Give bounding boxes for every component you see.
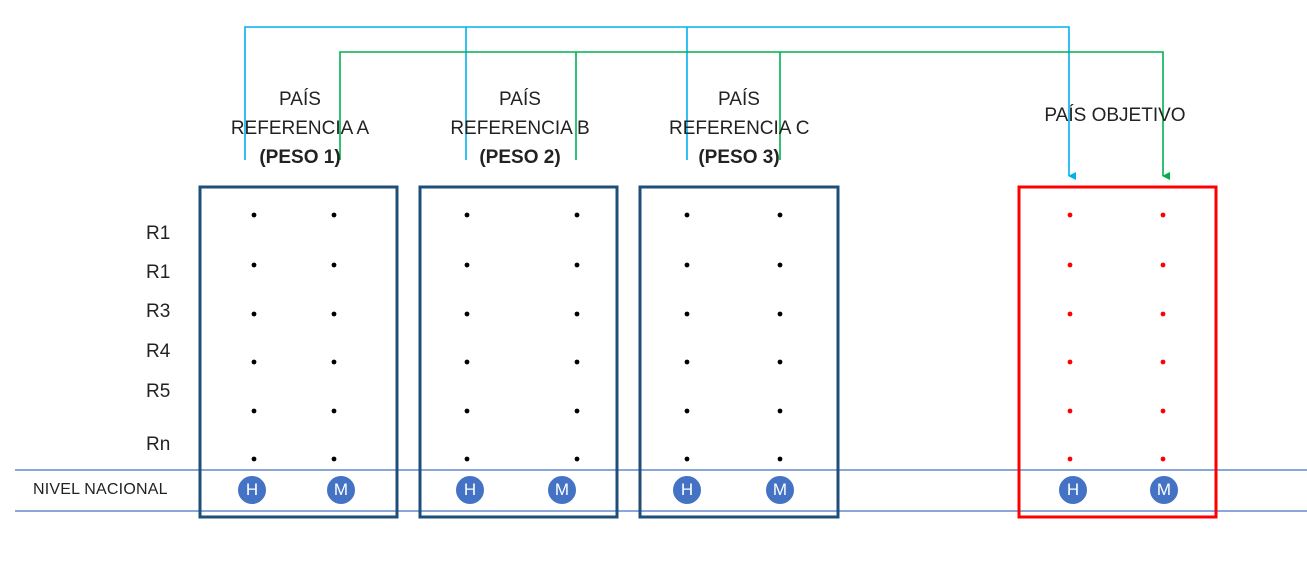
row-label: R5 <box>146 381 171 402</box>
dot-c-male <box>684 262 690 268</box>
dot-c-female <box>777 456 783 462</box>
dot-c-female <box>777 359 783 365</box>
female-circle-target: M <box>1149 475 1179 505</box>
dot-a-male <box>251 359 257 365</box>
dot-c-male <box>684 311 690 317</box>
dot-target-male <box>1067 311 1073 317</box>
dot-target-female <box>1160 262 1166 268</box>
dot-b-female <box>574 212 580 218</box>
row-label: R1 <box>146 262 171 283</box>
dot-a-male <box>251 262 257 268</box>
country-c-label-line2: REFERENCIA C <box>669 118 810 139</box>
dot-a-male <box>251 408 257 414</box>
female-circle-b: M <box>547 475 577 505</box>
dot-target-female <box>1160 311 1166 317</box>
dot-c-female <box>777 408 783 414</box>
dot-b-male <box>464 359 470 365</box>
dot-b-male <box>464 408 470 414</box>
dot-b-female <box>574 408 580 414</box>
country-a-weight: (PESO 1) <box>259 147 341 168</box>
country-b-weight: (PESO 2) <box>479 147 561 168</box>
dot-target-female <box>1160 212 1166 218</box>
dot-b-female <box>574 311 580 317</box>
country-c-label-line1: PAÍS <box>718 89 760 110</box>
dot-c-male <box>684 456 690 462</box>
dot-b-female <box>574 456 580 462</box>
national-level-label: NIVEL NACIONAL <box>33 481 168 498</box>
dot-c-male <box>684 408 690 414</box>
dot-target-male <box>1067 408 1073 414</box>
dot-a-female <box>331 456 337 462</box>
dot-c-female <box>777 212 783 218</box>
dot-c-female <box>777 311 783 317</box>
dot-c-male <box>684 359 690 365</box>
dot-c-male <box>684 212 690 218</box>
target-country-label: PAÍS OBJETIVO <box>1044 105 1186 126</box>
green-connector-line <box>339 51 1170 180</box>
country-b-label-line1: PAÍS <box>499 89 541 110</box>
blue-connector-line <box>244 26 1076 180</box>
country-b-label-line2: REFERENCIA B <box>450 118 590 139</box>
dot-a-female <box>331 359 337 365</box>
row-label: R3 <box>146 301 171 322</box>
male-circle-c: H <box>672 475 702 505</box>
region-dots <box>251 212 1166 462</box>
dot-target-male <box>1067 262 1073 268</box>
dot-target-male <box>1067 212 1073 218</box>
dot-b-female <box>574 262 580 268</box>
dot-c-female <box>777 262 783 268</box>
dot-a-male <box>251 311 257 317</box>
dot-b-male <box>464 311 470 317</box>
dot-target-male <box>1067 456 1073 462</box>
country-a-label-line1: PAÍS <box>279 89 321 110</box>
dot-b-male <box>464 212 470 218</box>
country-c-box <box>638 185 840 519</box>
dot-b-male <box>464 262 470 268</box>
dot-target-female <box>1160 408 1166 414</box>
female-circle-a: M <box>326 475 356 505</box>
dot-a-female <box>331 212 337 218</box>
dot-target-male <box>1067 359 1073 365</box>
dot-a-male <box>251 456 257 462</box>
dot-target-female <box>1160 359 1166 365</box>
country-c-weight: (PESO 3) <box>698 147 780 168</box>
female-circle-c: M <box>765 475 795 505</box>
male-circle-target: H <box>1058 475 1088 505</box>
dot-a-male <box>251 212 257 218</box>
dot-target-female <box>1160 456 1166 462</box>
country-b-box <box>418 185 619 519</box>
row-label: R4 <box>146 341 171 362</box>
dot-a-female <box>331 408 337 414</box>
country-a-label-line2: REFERENCIA A <box>230 118 370 139</box>
dot-a-female <box>331 262 337 268</box>
male-circle-b: H <box>455 475 485 505</box>
male-circle-a: H <box>237 475 267 505</box>
target-country-box <box>1017 185 1218 519</box>
row-label: R1 <box>146 223 171 244</box>
country-a-box <box>198 185 399 519</box>
dot-b-female <box>574 359 580 365</box>
row-label: Rn <box>146 434 171 455</box>
dot-b-male <box>464 456 470 462</box>
dot-a-female <box>331 311 337 317</box>
